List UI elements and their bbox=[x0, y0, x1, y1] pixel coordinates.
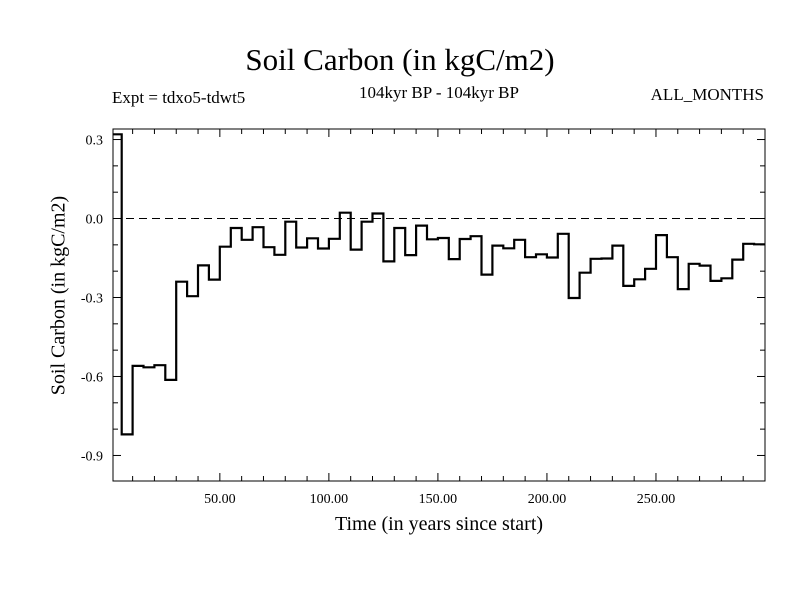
chart-title: Soil Carbon (in kgC/m2) bbox=[245, 42, 555, 77]
x-tick-label: 100.00 bbox=[310, 492, 349, 507]
y-tick-label: -0.3 bbox=[81, 291, 103, 306]
x-tick-label: 250.00 bbox=[637, 492, 676, 507]
experiment-label: Expt = tdxo5-tdwt5 bbox=[112, 88, 246, 107]
x-tick-label: 50.00 bbox=[204, 492, 236, 507]
months-label: ALL_MONTHS bbox=[650, 85, 764, 104]
x-tick-label: 150.00 bbox=[419, 492, 458, 507]
y-tick-label: -0.6 bbox=[81, 370, 103, 385]
x-tick-label: 200.00 bbox=[528, 492, 567, 507]
x-axis-label: Time (in years since start) bbox=[334, 513, 544, 535]
soil-carbon-series bbox=[113, 133, 765, 436]
y-tick-label: 0.0 bbox=[86, 213, 104, 228]
plot-frame bbox=[112, 128, 766, 482]
y-tick-label: -0.9 bbox=[81, 449, 103, 464]
y-tick-label: 0.3 bbox=[86, 134, 104, 149]
period-label: 104kyr BP - 104kyr BP bbox=[359, 83, 519, 102]
